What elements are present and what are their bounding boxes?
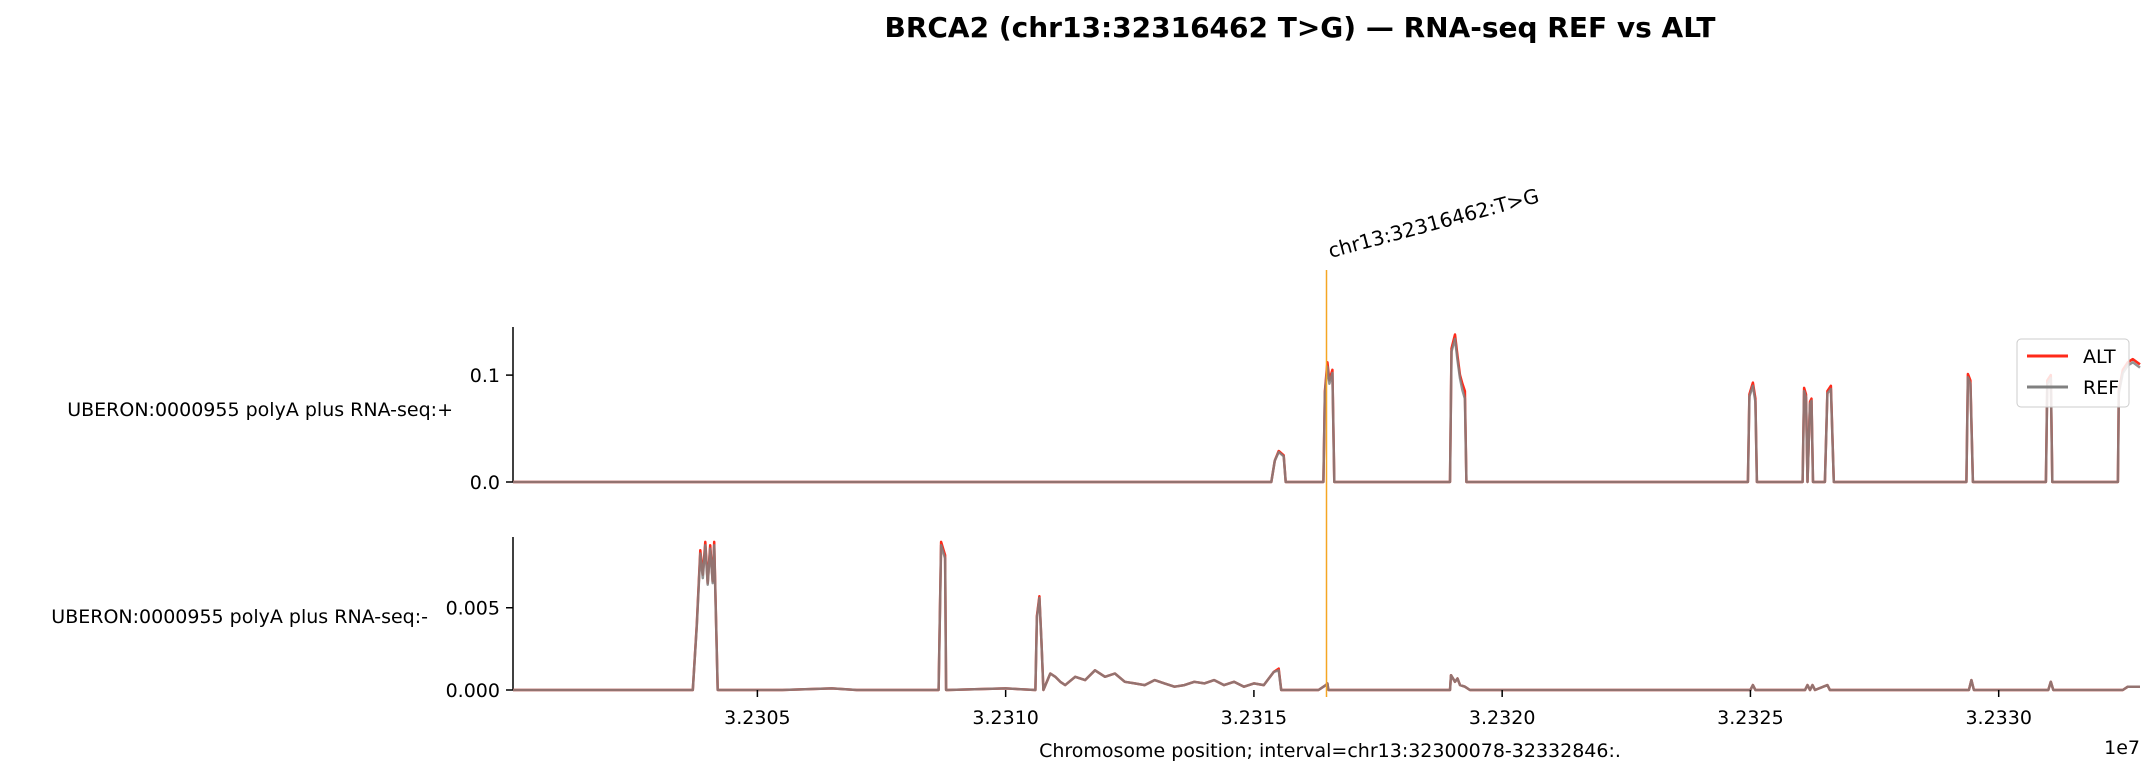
x-tick-label: 3.2305 — [724, 707, 790, 729]
x-tick-label: 3.2320 — [1469, 707, 1535, 729]
track-minus-y-ticks: 0.000 0.005 — [446, 598, 513, 702]
series-ref-line — [513, 543, 2140, 692]
x-tick-label: 3.2325 — [1717, 707, 1783, 729]
x-tick-label: 3.2330 — [1965, 707, 2031, 729]
legend: ALT REF — [2016, 338, 2130, 408]
x-axis: 3.2305 3.2310 3.2315 3.2320 3.2325 3.2330 — [724, 690, 2032, 729]
y-tick-label: 0.000 — [446, 680, 500, 702]
legend-ref-label: REF — [2083, 377, 2119, 399]
x-tick-label: 3.2315 — [1221, 707, 1287, 729]
track-minus-series — [513, 540, 2140, 692]
track-plus-strand: UBERON:0000955 polyA plus RNA-seq:+ 0.00… — [67, 327, 2141, 494]
x-axis-label: Chromosome position; interval=chr13:3230… — [1039, 740, 1621, 762]
track-minus-strand: UBERON:0000955 polyA plus RNA-seq:- 0.00… — [51, 537, 2140, 702]
chart-title: BRCA2 (chr13:32316462 T>G) — RNA-seq REF… — [884, 11, 1715, 44]
x-axis-offset-label: 1e7 — [2104, 737, 2140, 759]
track-plus-y-ticks: 0.0 0.1 — [470, 365, 513, 494]
x-tick-label: 3.2310 — [972, 707, 1038, 729]
y-tick-label: 0.1 — [470, 365, 500, 387]
legend-alt-label: ALT — [2083, 346, 2116, 368]
variant-label: chr13:32316462:T>G — [1326, 183, 1542, 262]
track-minus-label: UBERON:0000955 polyA plus RNA-seq:- — [51, 606, 428, 628]
y-tick-label: 0.005 — [446, 598, 500, 620]
track-plus-label: UBERON:0000955 polyA plus RNA-seq:+ — [67, 399, 453, 421]
y-tick-label: 0.0 — [470, 472, 500, 494]
